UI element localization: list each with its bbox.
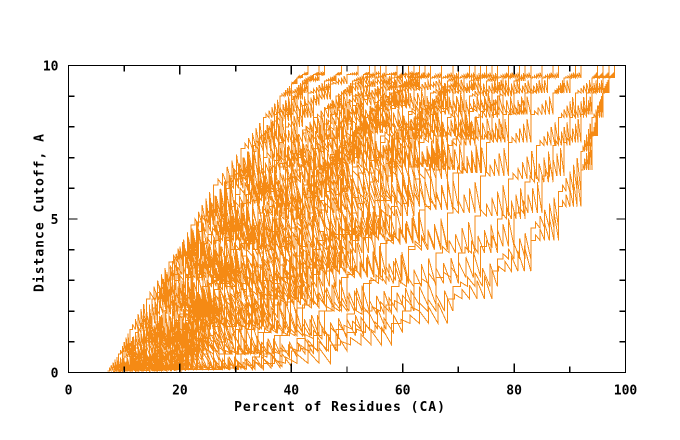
x-tick-label: 40 — [283, 384, 299, 399]
data-curve — [168, 65, 515, 371]
data-curves-layer — [107, 65, 615, 373]
y-tick-label: 0 — [51, 367, 59, 382]
axes-layer — [67, 64, 627, 374]
data-curve — [235, 65, 615, 368]
data-curve — [163, 65, 509, 371]
x-tick-label: 0 — [65, 384, 73, 399]
data-curve — [224, 65, 610, 370]
x-tick-label: 20 — [172, 384, 188, 399]
data-curve — [157, 65, 470, 371]
y-axis-label: Distance Cutoff, A — [32, 133, 48, 292]
data-curve — [140, 65, 398, 372]
data-curve — [213, 65, 604, 372]
data-curve — [140, 65, 470, 373]
data-curve — [196, 65, 576, 372]
x-tick-label: 80 — [506, 384, 522, 399]
data-curve — [113, 65, 326, 373]
y-tick-label: 10 — [43, 60, 59, 75]
data-curve — [129, 65, 459, 373]
data-curve — [135, 65, 415, 373]
data-curve — [129, 65, 342, 373]
data-curve — [174, 65, 532, 372]
data-curve — [263, 65, 615, 365]
data-curve — [207, 65, 599, 371]
data-curve — [118, 65, 387, 373]
frame-mask-top — [0, 0, 680, 65]
x-tick-label: 100 — [614, 384, 638, 399]
data-curve — [157, 65, 526, 373]
data-curve — [152, 65, 487, 372]
x-tick-label: 60 — [395, 384, 411, 399]
tick-labels-layer: 0 20 40 60 80 100 0 5 10 — [43, 60, 638, 399]
data-curve — [185, 65, 554, 371]
x-axis-label: Percent of Residues (CA) — [234, 400, 446, 415]
data-curve — [135, 65, 370, 372]
y-tick-label: 5 — [51, 213, 59, 228]
